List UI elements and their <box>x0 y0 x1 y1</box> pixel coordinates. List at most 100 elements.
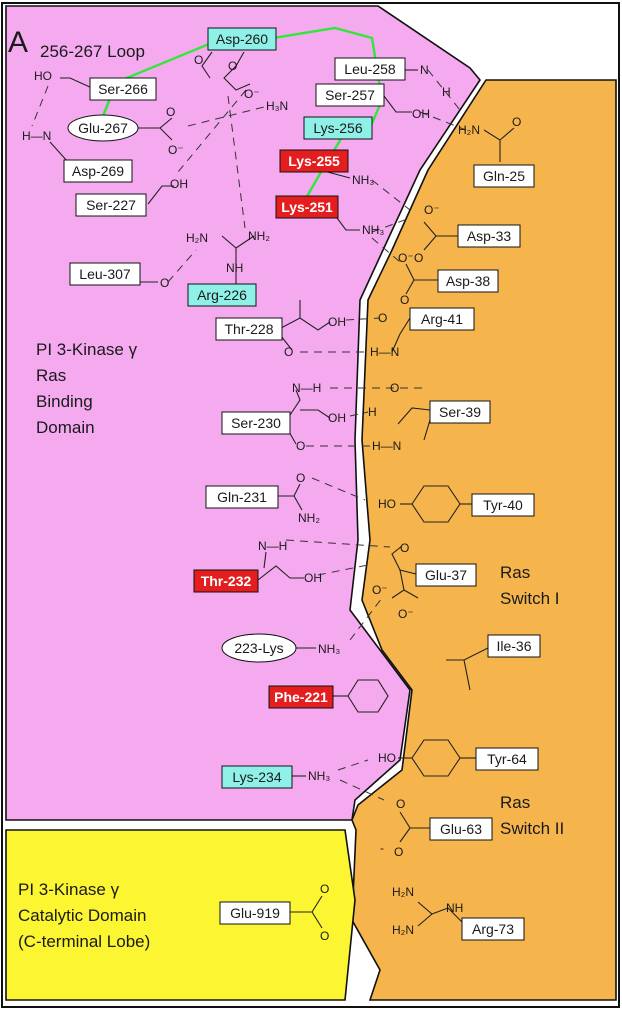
arg73-guanidino <box>417 901 463 923</box>
hbond-ser266-asp269 <box>31 85 49 127</box>
atom-glu919-o2: O <box>320 929 329 943</box>
atom-glu37-o-minus-1: O⁻ <box>372 583 388 597</box>
residue-labels: Asp-260 Leu-258 Ser-257 Lys-256 Ser-266 … <box>63 27 541 941</box>
atom-arg73-nh: NH <box>446 901 463 915</box>
residue-tyr64-text: Tyr-64 <box>487 751 527 767</box>
residue-leu258-text: Leu-258 <box>344 61 396 77</box>
residue-ser266: Ser-266 <box>89 77 157 101</box>
atom-ser39-o: O <box>390 381 399 395</box>
residue-glu919-text: Glu-919 <box>230 905 280 921</box>
phe221-ring <box>347 679 389 713</box>
atom-leu258-h: H <box>442 85 451 99</box>
atom-ser230-o: O <box>296 439 305 453</box>
atom-glu919-o1: O <box>320 882 329 896</box>
residue-phe221: Phe-221 <box>268 685 334 709</box>
ser266-sidechain <box>60 77 93 89</box>
residue-ser227: Ser-227 <box>75 193 147 217</box>
catalytic-region <box>5 829 356 1001</box>
residue-ser266-text: Ser-266 <box>98 81 148 97</box>
catalytic-label: PI 3-Kinase γ Catalytic Domain (C-termin… <box>18 880 150 951</box>
residue-lys255: Lys-255 <box>279 149 349 173</box>
atom-thr228-o: O <box>284 345 293 359</box>
residue-ser227-text: Ser-227 <box>86 197 136 213</box>
hbond-ser230-oh-ser39 <box>349 411 369 417</box>
residue-tyr40: Tyr-40 <box>471 493 535 517</box>
residue-glu267: Glu-267 <box>67 114 139 142</box>
residue-arg226-text: Arg-226 <box>197 287 247 303</box>
switch2-label: Ras Switch II <box>500 793 564 838</box>
residue-gln231: Gln-231 <box>205 485 279 509</box>
residue-asp33: Asp-33 <box>457 224 521 248</box>
residue-gln25-text: Gln-25 <box>483 168 525 184</box>
hbond-lys234-tyr64 <box>337 759 369 771</box>
atom-labels: HO H—N O O⁻ O O O⁻ OH H₂N NH₂ NH O H₃N N… <box>22 53 521 943</box>
atom-tyr64-ho: HO <box>378 751 396 765</box>
residue-glu267-text: Glu-267 <box>78 120 128 136</box>
residue-lys223: 223-Lys <box>221 633 297 663</box>
atom-arg41-o: O <box>378 311 387 325</box>
switch1-label-line-1: Ras <box>500 563 530 582</box>
hbond-lys223-glu37 <box>349 597 383 641</box>
atom-asp33-o: O <box>414 251 423 265</box>
residue-ile36: Ile-36 <box>487 634 541 658</box>
thr232-n <box>263 551 267 569</box>
atom-leu307-o: O <box>160 276 169 290</box>
atom-tyr40-ho: HO <box>378 497 396 511</box>
hbond-lys251-asp33 <box>371 217 411 233</box>
atom-ser230-oh: OH <box>328 411 346 425</box>
atom-ser227-oh: OH <box>170 177 188 191</box>
rbd-label-line-1: PI 3-Kinase γ <box>36 340 138 359</box>
residue-ile36-text: Ile-36 <box>496 638 531 654</box>
atom-asp33-o-minus: O⁻ <box>424 203 440 217</box>
atom-ser39-h: H <box>368 405 377 419</box>
thr232-sidechain <box>257 565 304 581</box>
atom-glu37-o: O <box>400 541 409 555</box>
hbond-leu258-gln25 <box>427 69 461 111</box>
hbond-thr232-n-glu37 <box>285 539 391 548</box>
residue-lys223-text: 223-Lys <box>234 640 283 656</box>
asp260-side-1 <box>201 51 213 79</box>
atom-gln25-o: O <box>512 115 521 129</box>
atom-arg226-h2n: H₂N <box>186 231 208 245</box>
residue-asp260-text: Asp-260 <box>216 31 268 47</box>
atom-thr232-oh: OH <box>304 571 322 585</box>
atom-arg41-h-n: H—N <box>370 345 399 359</box>
atom-gln231-o: O <box>296 471 305 485</box>
residue-lys256-text: Lys-256 <box>313 120 363 136</box>
residue-asp260: Asp-260 <box>207 27 277 51</box>
residue-ser230: Ser-230 <box>221 411 291 435</box>
residue-phe221-text: Phe-221 <box>274 689 328 705</box>
residue-thr228: Thr-228 <box>215 317 283 341</box>
atom-thr228-oh: OH <box>328 315 346 329</box>
atom-asp260-o1: O <box>194 53 203 67</box>
atom-ser39-h-n: H—N <box>372 439 401 453</box>
atom-arg226-nh: NH <box>226 261 243 275</box>
thr228-co <box>280 335 293 351</box>
rbd-label-line-4: Domain <box>36 418 95 437</box>
atom-glu267-o-minus: O⁻ <box>168 143 184 157</box>
residue-gln231-text: Gln-231 <box>217 489 267 505</box>
glu267-co2 <box>159 127 173 141</box>
bonds <box>49 51 515 929</box>
residue-asp269-text: Asp-269 <box>72 163 124 179</box>
panel-letter: A <box>8 26 28 59</box>
residue-arg41-text: Arg-41 <box>421 311 463 327</box>
arg73-nh2 <box>417 913 433 927</box>
residue-asp38-text: Asp-38 <box>446 273 491 289</box>
atom-thr232-n-h: N—H <box>258 539 287 553</box>
atom-glu63-o: O <box>396 797 405 811</box>
residue-thr228-text: Thr-228 <box>224 321 273 337</box>
glu919-co2 <box>311 911 323 929</box>
residue-arg226: Arg-226 <box>187 283 257 307</box>
switch2-label-line-2: Switch II <box>500 819 564 838</box>
residue-glu37-text: Glu-37 <box>425 567 467 583</box>
gln231-nh2 <box>293 495 303 511</box>
catalytic-label-line-2: Catalytic Domain <box>18 906 147 925</box>
atom-glu267-o: O <box>166 105 175 119</box>
atom-lys255-nh3: NH₃ <box>352 173 374 187</box>
glu63-co2 <box>399 827 411 843</box>
residue-asp38: Asp-38 <box>437 269 499 293</box>
glu37-sidechain <box>391 545 417 575</box>
residue-ser230-text: Ser-230 <box>231 415 281 431</box>
